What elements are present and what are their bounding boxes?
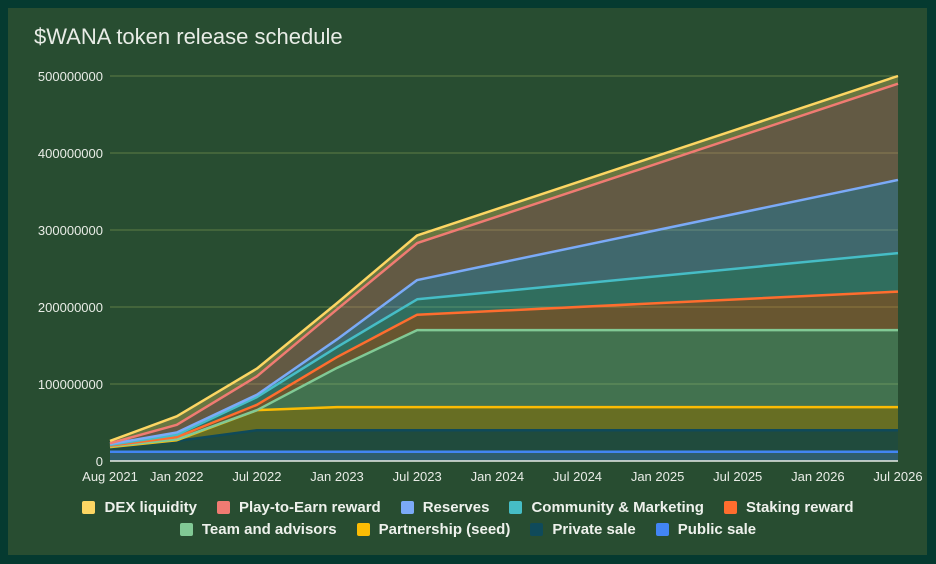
x-tick-label: Jan 2022 [150, 469, 204, 484]
area-staking-reward [110, 291, 898, 447]
y-tick-label: 200000000 [38, 300, 103, 315]
legend-swatch [400, 501, 414, 514]
x-tick-label: Jan 2025 [631, 469, 685, 484]
legend-label: Reserves [422, 499, 490, 516]
chart-title: $WANA token release schedule [34, 24, 343, 49]
x-tick-label: Jul 2024 [553, 469, 602, 484]
line-team-and-advisors [109, 328, 898, 448]
legend-swatch [217, 501, 230, 514]
legend-swatch [356, 523, 370, 536]
x-tick-label: Jan 2023 [310, 469, 364, 484]
area-partnership-seed- [110, 407, 898, 448]
x-tick-label: Jan 2026 [791, 469, 845, 484]
line-community-marketing [109, 251, 899, 447]
legend-row-2: Team and advisors Partnership (seed) Priva… [0, 521, 936, 538]
legend-label: Team and advisors [201, 521, 337, 538]
legend-row-1: DEX liquidity Play-to-Earn reward Reserves… [0, 499, 936, 516]
x-tick-label: Jul 2023 [393, 469, 442, 484]
area-reserves [110, 179, 898, 445]
y-tick-label: 300000000 [38, 223, 103, 238]
legend-swatch [655, 523, 669, 536]
legend-swatch [509, 501, 523, 514]
legend-label: Public sale [677, 521, 757, 538]
legend-item[interactable]: Community & Marketing [509, 499, 704, 516]
line-staking-reward [109, 290, 899, 447]
legend-label: Staking reward [745, 499, 854, 516]
y-tick-label: 0 [96, 454, 103, 469]
chart-card [8, 8, 927, 555]
y-tick-label: 100000000 [38, 377, 103, 392]
legend-item[interactable]: DEX liquidity [82, 499, 197, 516]
x-tick-label: Jul 2022 [232, 469, 281, 484]
legend-label: Private sale [552, 521, 636, 538]
x-tick-label: Aug 2021 [82, 469, 138, 484]
area-private-sale [110, 430, 898, 452]
legend-item[interactable]: Staking reward [723, 499, 854, 516]
area-team-and-advisors [110, 330, 898, 448]
area-play-to-earn-reward [110, 83, 898, 445]
legend-swatch [723, 501, 737, 514]
legend-label: DEX liquidity [104, 499, 197, 516]
legend-label: Community & Marketing [531, 499, 704, 516]
legend-item[interactable]: Public sale [655, 521, 757, 538]
y-tick-label: 500000000 [38, 69, 103, 84]
legend-label: Partnership (seed) [378, 521, 511, 538]
x-tick-label: Jul 2026 [873, 469, 922, 484]
legend-label: Play-to-Earn reward [239, 499, 381, 516]
y-tick-label: 400000000 [38, 146, 103, 161]
legend-item[interactable]: Reserves [400, 499, 490, 516]
x-tick-label: Jul 2025 [713, 469, 762, 484]
line-reserves [109, 178, 899, 446]
legend-item[interactable]: Play-to-Earn reward [217, 499, 381, 516]
line-play-to-earn-reward [109, 82, 899, 445]
legend-swatch [179, 523, 193, 536]
legend-swatch [530, 523, 544, 536]
legend-item[interactable]: Partnership (seed) [356, 521, 511, 538]
x-tick-label: Jan 2024 [471, 469, 525, 484]
legend-item[interactable]: Private sale [530, 521, 636, 538]
area-public-sale [110, 451, 898, 461]
legend-item[interactable]: Team and advisors [179, 521, 337, 538]
legend-swatch [82, 501, 96, 514]
line-dex-liquidity [109, 74, 899, 443]
